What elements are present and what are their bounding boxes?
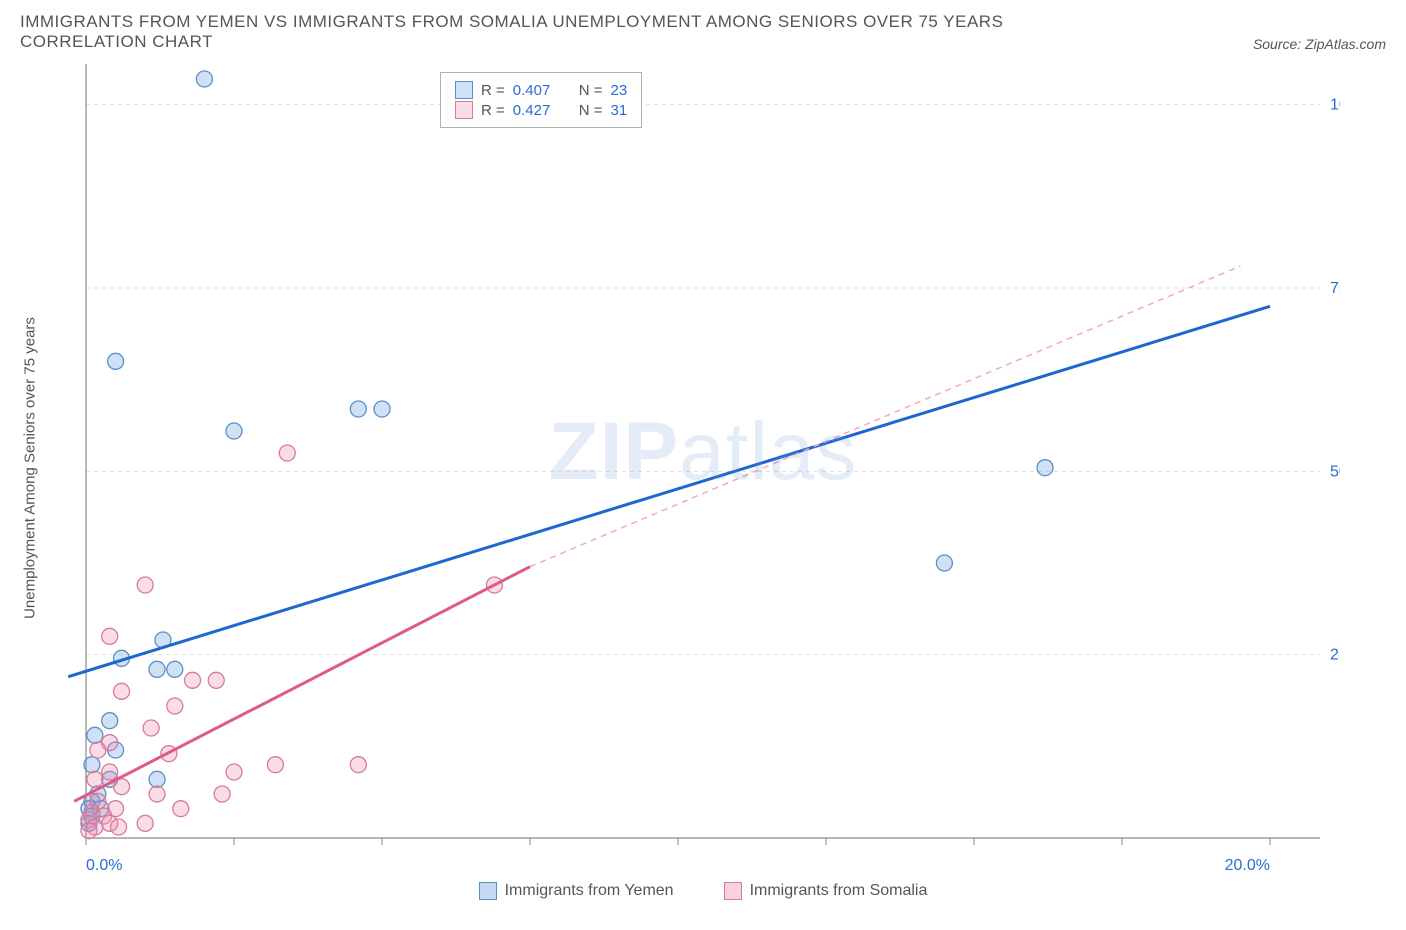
legend-item: Immigrants from Yemen — [479, 882, 674, 900]
y-axis-label: Unemployment Among Seniors over 75 years — [22, 317, 39, 619]
r-value: 0.427 — [513, 102, 571, 119]
series-legend: Immigrants from Yemen Immigrants from Som… — [20, 882, 1386, 900]
n-label: N = — [579, 82, 603, 99]
r-value: 0.407 — [513, 82, 571, 99]
legend-swatch — [724, 882, 742, 900]
svg-text:0.0%: 0.0% — [86, 857, 122, 874]
svg-text:50.0%: 50.0% — [1330, 463, 1340, 480]
svg-text:75.0%: 75.0% — [1330, 280, 1340, 297]
legend-swatch — [455, 101, 473, 119]
stats-legend-row: R = 0.407 N = 23 — [455, 81, 627, 99]
svg-text:20.0%: 20.0% — [1225, 857, 1270, 874]
chart-title: IMMIGRANTS FROM YEMEN VS IMMIGRANTS FROM… — [20, 12, 1120, 52]
stats-legend-box: R = 0.407 N = 23 R = 0.427 N = 31 — [440, 72, 642, 128]
legend-label: Immigrants from Somalia — [750, 882, 928, 900]
n-value: 23 — [611, 82, 628, 99]
chart-container: Unemployment Among Seniors over 75 years… — [20, 58, 1386, 878]
n-value: 31 — [611, 102, 628, 119]
header-row: IMMIGRANTS FROM YEMEN VS IMMIGRANTS FROM… — [20, 12, 1386, 52]
legend-swatch — [479, 882, 497, 900]
r-label: R = — [481, 102, 505, 119]
stats-legend-row: R = 0.427 N = 31 — [455, 101, 627, 119]
svg-text:100.0%: 100.0% — [1330, 97, 1340, 114]
svg-text:25.0%: 25.0% — [1330, 647, 1340, 664]
source-label: Source: ZipAtlas.com — [1253, 36, 1386, 52]
n-label: N = — [579, 102, 603, 119]
r-label: R = — [481, 82, 505, 99]
legend-label: Immigrants from Yemen — [505, 882, 674, 900]
legend-swatch — [455, 81, 473, 99]
scatter-plot: 25.0% 50.0% 75.0% 100.0% 0.0% 20.0% — [20, 58, 1340, 878]
legend-item: Immigrants from Somalia — [724, 882, 928, 900]
